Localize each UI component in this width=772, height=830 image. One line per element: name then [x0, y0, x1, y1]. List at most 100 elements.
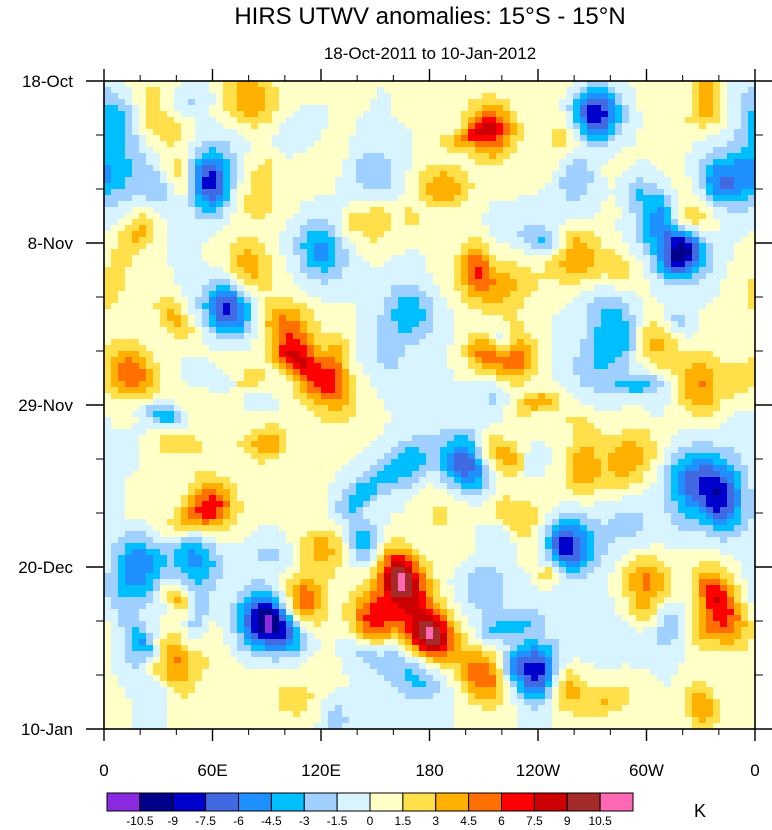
- heatmap-cell: [237, 189, 245, 196]
- heatmap-cell: [398, 393, 406, 400]
- heatmap-cell: [188, 357, 196, 364]
- heatmap-cell: [713, 81, 721, 88]
- heatmap-cell: [104, 207, 112, 214]
- heatmap-cell: [587, 375, 595, 382]
- heatmap-cell: [517, 381, 525, 388]
- heatmap-cell: [174, 195, 182, 202]
- heatmap-cell: [517, 207, 525, 214]
- heatmap-cell: [741, 339, 749, 346]
- heatmap-cell: [321, 267, 329, 274]
- heatmap-cell: [279, 339, 287, 346]
- heatmap-cell: [279, 267, 287, 274]
- heatmap-cell: [398, 249, 406, 256]
- heatmap-cell: [104, 309, 112, 316]
- heatmap-cell: [300, 261, 308, 268]
- heatmap-cell: [699, 87, 707, 94]
- heatmap-cell: [139, 93, 147, 100]
- heatmap-cell: [552, 195, 560, 202]
- heatmap-cell: [412, 135, 420, 142]
- heatmap-cell: [573, 357, 581, 364]
- heatmap-cell: [104, 225, 112, 232]
- heatmap-cell: [706, 309, 714, 316]
- heatmap-cell: [636, 207, 644, 214]
- heatmap-cell: [356, 231, 364, 238]
- heatmap-cell: [174, 399, 182, 406]
- heatmap-cell: [125, 255, 133, 262]
- heatmap-cell: [713, 177, 721, 184]
- heatmap-cell: [237, 93, 245, 100]
- heatmap-cell: [230, 129, 238, 136]
- heatmap-cell: [664, 99, 672, 106]
- heatmap-cell: [545, 273, 553, 280]
- heatmap-cell: [125, 369, 133, 376]
- heatmap-cell: [545, 327, 553, 334]
- heatmap-cell: [244, 249, 252, 256]
- heatmap-cell: [405, 237, 413, 244]
- heatmap-cell: [517, 387, 525, 394]
- heatmap-cell: [258, 387, 266, 394]
- heatmap-cell: [601, 165, 609, 172]
- heatmap-cell: [412, 189, 420, 196]
- heatmap-cell: [209, 231, 217, 238]
- heatmap-cell: [293, 237, 301, 244]
- heatmap-cell: [405, 333, 413, 340]
- heatmap-cell: [349, 231, 357, 238]
- heatmap-cell: [293, 129, 301, 136]
- heatmap-cell: [251, 291, 259, 298]
- heatmap-cell: [433, 285, 441, 292]
- heatmap-cell: [216, 213, 224, 220]
- heatmap-cell: [104, 237, 112, 244]
- heatmap-cell: [573, 369, 581, 376]
- heatmap-cell: [622, 201, 630, 208]
- heatmap-cell: [461, 213, 469, 220]
- heatmap-cell: [195, 105, 203, 112]
- heatmap-cell: [279, 99, 287, 106]
- heatmap-cell: [321, 171, 329, 178]
- heatmap-cell: [293, 177, 301, 184]
- heatmap-cell: [727, 315, 735, 322]
- heatmap-cell: [230, 207, 238, 214]
- heatmap-cell: [349, 189, 357, 196]
- heatmap-cell: [195, 333, 203, 340]
- heatmap-cell: [580, 243, 588, 250]
- heatmap-cell: [244, 225, 252, 232]
- heatmap-cell: [524, 135, 532, 142]
- heatmap-cell: [314, 213, 322, 220]
- heatmap-cell: [139, 369, 147, 376]
- heatmap-cell: [650, 165, 658, 172]
- heatmap-cell: [188, 117, 196, 124]
- heatmap-cell: [279, 93, 287, 100]
- heatmap-cell: [300, 189, 308, 196]
- heatmap-cell: [356, 261, 364, 268]
- heatmap-cell: [678, 99, 686, 106]
- heatmap-cell: [209, 87, 217, 94]
- heatmap-cell: [629, 123, 637, 130]
- heatmap-cell: [174, 339, 182, 346]
- heatmap-cell: [356, 339, 364, 346]
- heatmap-cell: [447, 195, 455, 202]
- heatmap-cell: [531, 111, 539, 118]
- heatmap-cell: [678, 333, 686, 340]
- heatmap-cell: [286, 357, 294, 364]
- heatmap-cell: [475, 399, 483, 406]
- heatmap-cell: [601, 189, 609, 196]
- heatmap-cell: [531, 291, 539, 298]
- heatmap-cell: [244, 303, 252, 310]
- heatmap-cell: [566, 303, 574, 310]
- heatmap-cell: [622, 261, 630, 268]
- heatmap-cell: [139, 207, 147, 214]
- heatmap-cell: [426, 219, 434, 226]
- heatmap-cell: [384, 243, 392, 250]
- heatmap-cell: [538, 201, 546, 208]
- heatmap-cell: [391, 351, 399, 358]
- heatmap-cell: [412, 159, 420, 166]
- heatmap-cell: [209, 261, 217, 268]
- heatmap-cell: [699, 99, 707, 106]
- heatmap-cell: [475, 321, 483, 328]
- heatmap-cell: [643, 159, 651, 166]
- heatmap-cell: [363, 213, 371, 220]
- heatmap-cell: [223, 321, 231, 328]
- heatmap-cell: [391, 387, 399, 394]
- heatmap-cell: [202, 225, 210, 232]
- heatmap-cell: [503, 339, 511, 346]
